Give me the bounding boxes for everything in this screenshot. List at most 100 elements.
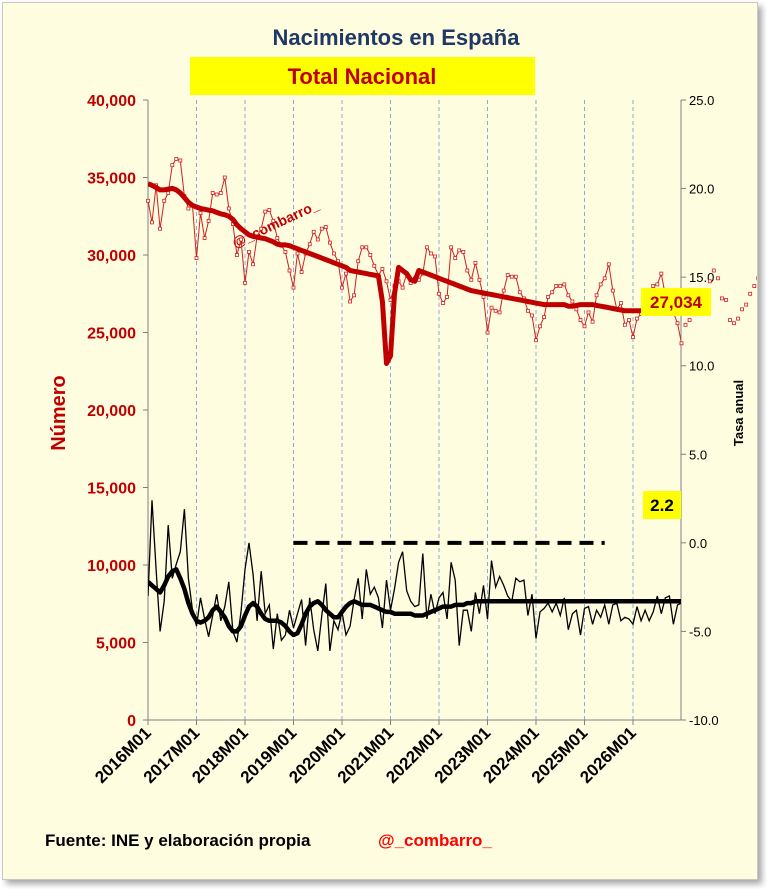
births-point	[210, 191, 215, 195]
births-point	[437, 291, 441, 296]
births-point	[590, 319, 595, 324]
births-point	[550, 290, 555, 295]
chart-frame: Nacimientos en España Total Nacional 0 5,…	[2, 2, 758, 880]
births-point	[501, 288, 506, 293]
births-point	[517, 290, 522, 295]
left-axis-ticks: 0 5,000 10,000 15,000 20,000 25,000 30,000 35,0…	[87, 93, 148, 730]
births-point	[707, 279, 712, 284]
births-point	[724, 297, 728, 302]
footer-source: Fuente: INE y elaboración propia	[45, 831, 311, 850]
births-point	[683, 322, 688, 327]
births-point	[222, 175, 227, 180]
births-point	[457, 248, 462, 253]
births-point	[481, 294, 486, 299]
births-point	[598, 282, 603, 287]
births-point	[509, 274, 514, 279]
births-point	[178, 158, 183, 163]
births-point	[526, 308, 530, 313]
births-point	[659, 271, 664, 276]
births-point	[744, 302, 749, 307]
subtitle-box	[190, 57, 535, 95]
births-point	[477, 277, 482, 282]
births-point	[627, 318, 631, 323]
left-tick-label: 30,000	[87, 248, 136, 265]
births-point	[239, 237, 243, 242]
chart-subtitle: Total Nacional	[288, 64, 437, 89]
births-point	[206, 218, 211, 223]
births-point	[485, 330, 490, 335]
births-point	[606, 262, 611, 267]
births-point	[675, 321, 680, 326]
births-point	[202, 236, 207, 240]
births-point	[247, 249, 251, 254]
births-point	[449, 245, 454, 250]
last-rate-label-box	[643, 491, 681, 519]
births-point	[315, 237, 320, 242]
chart-title: Nacimientos en España	[273, 25, 521, 50]
left-tick-label: 15,000	[87, 481, 136, 498]
births-point	[319, 226, 324, 231]
births-point	[602, 276, 607, 281]
births-point	[368, 253, 373, 257]
births-point	[380, 266, 385, 271]
births-point	[578, 318, 583, 323]
births-point	[465, 268, 470, 273]
births-point	[651, 284, 656, 288]
births-point	[752, 284, 757, 288]
births-point	[299, 270, 304, 274]
births-point	[291, 285, 296, 290]
births-point	[400, 285, 405, 290]
births-point	[283, 249, 288, 254]
births-point	[441, 301, 445, 306]
births-point	[594, 293, 599, 298]
births-point	[610, 288, 615, 293]
births-point	[364, 245, 369, 250]
last-births-label: 27,034	[650, 293, 703, 312]
births-point	[271, 218, 276, 223]
rate-trend-line	[148, 567, 681, 638]
births-point	[340, 285, 344, 290]
right-tick-label: 20.0	[689, 182, 714, 197]
births-point	[542, 315, 546, 319]
left-tick-label: 5,000	[96, 636, 136, 653]
births-point	[251, 262, 256, 267]
births-point	[546, 294, 550, 299]
left-tick-label: 35,000	[87, 171, 136, 188]
births-point	[513, 274, 518, 279]
births-point	[372, 263, 377, 268]
last-rate-label: 2.2	[650, 496, 674, 515]
births-point	[344, 271, 348, 276]
births-point	[655, 282, 660, 287]
right-axis-label: Tasa anual	[731, 380, 746, 446]
births-point	[554, 284, 559, 288]
births-point	[150, 220, 154, 225]
births-point	[586, 310, 591, 315]
births-point	[287, 268, 292, 273]
left-tick-label: 40,000	[87, 93, 136, 110]
series-group	[146, 156, 757, 652]
births-point	[323, 225, 328, 230]
births-point	[214, 192, 219, 197]
births-point	[497, 310, 502, 315]
births-point	[445, 294, 450, 299]
births-point	[469, 277, 474, 282]
births-point	[348, 299, 353, 304]
births-point	[194, 256, 199, 261]
births-point	[234, 253, 239, 257]
births-point	[566, 293, 571, 298]
births-point	[489, 305, 494, 310]
births-point	[263, 209, 268, 214]
right-tick-label: 10.0	[689, 359, 714, 374]
births-point	[218, 191, 223, 195]
births-point	[267, 208, 272, 213]
births-point	[570, 299, 575, 304]
births-point	[275, 236, 280, 240]
births-point	[623, 322, 627, 327]
births-point	[384, 279, 389, 284]
births-point	[562, 282, 567, 287]
births-point	[461, 249, 466, 254]
births-point	[574, 307, 579, 312]
births-point	[170, 163, 175, 168]
births-point	[226, 206, 231, 211]
births-point	[352, 293, 357, 298]
